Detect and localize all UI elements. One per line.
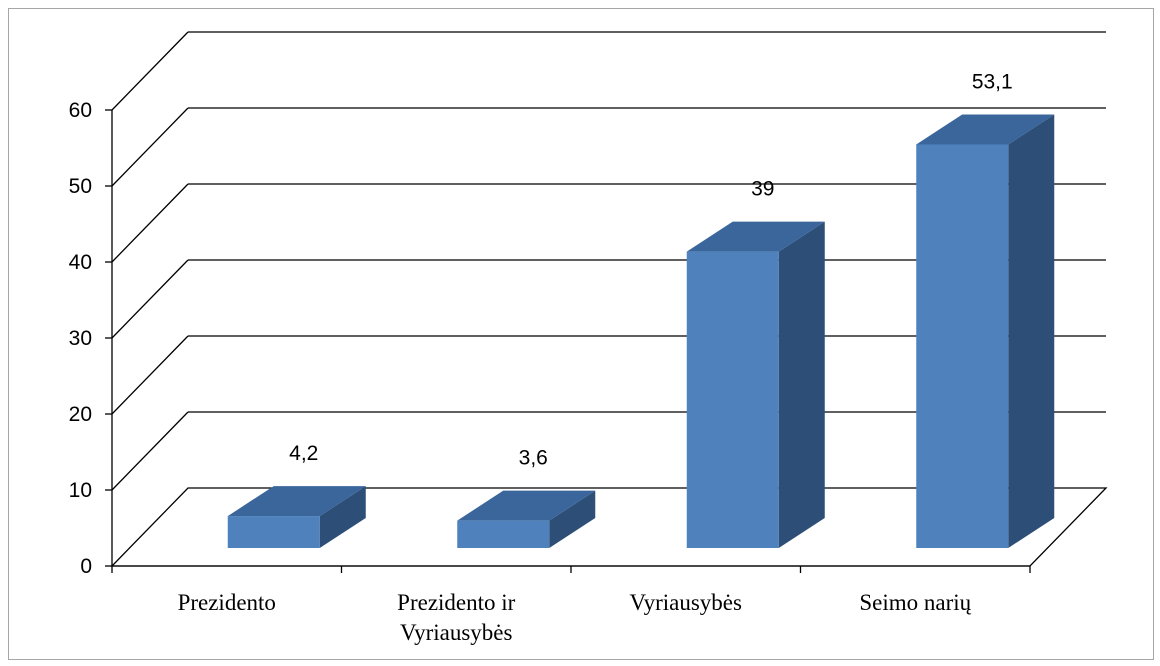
gridline-side: [111, 183, 189, 263]
x-tick-label: Seimo narių: [859, 590, 971, 615]
y-tick-label: 50: [69, 175, 92, 198]
x-tick-label: Prezidento ir: [397, 590, 515, 615]
x-tick-label: Prezidento: [178, 590, 276, 615]
y-tick-label: 30: [69, 327, 92, 350]
x-tick-label: Vyriausybės: [630, 590, 742, 615]
bar-top: [457, 490, 596, 521]
bar-top: [686, 221, 825, 252]
y-tick-label: 10: [69, 479, 92, 502]
bar: [227, 516, 320, 548]
gridline-side: [111, 31, 189, 111]
bar: [686, 251, 779, 548]
gridline-side: [111, 411, 189, 491]
x-tick-label: Vyriausybės: [400, 620, 512, 645]
bar: [916, 144, 1009, 548]
gridline-side: [111, 335, 189, 415]
bar-top: [916, 114, 1055, 145]
bar-side: [319, 486, 366, 548]
bar-side: [549, 490, 596, 548]
bar-side: [778, 221, 825, 548]
data-label: 4,2: [289, 442, 318, 465]
bar: [457, 520, 550, 548]
data-label: 3,6: [519, 447, 548, 470]
data-label: 39: [751, 178, 774, 201]
bar-top: [227, 486, 366, 517]
gridline-side: [111, 107, 189, 187]
gridline-side: [111, 259, 189, 339]
y-tick-label: 40: [69, 251, 92, 274]
y-tick-label: 20: [69, 403, 92, 426]
data-label: 53,1: [972, 70, 1013, 93]
y-tick-label: 0: [80, 555, 92, 578]
bar-side: [1008, 114, 1055, 548]
y-tick-label: 60: [69, 99, 92, 122]
